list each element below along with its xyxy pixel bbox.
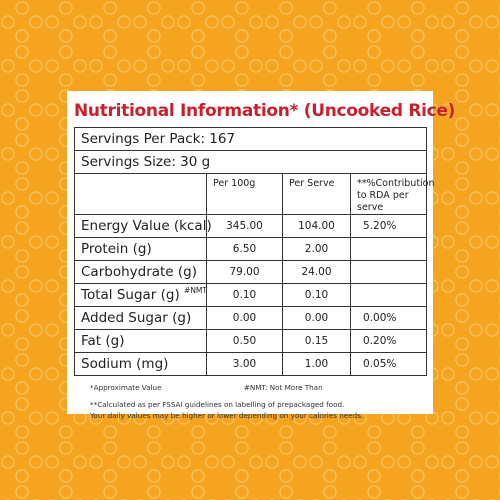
value-rda: 0.05% <box>349 352 428 376</box>
table-row: Fat (g) 0.50 0.15 0.20% <box>74 329 428 353</box>
value-rda <box>349 283 428 307</box>
value-per-serve: 0.00 <box>282 306 351 330</box>
value-per-serve: 24.00 <box>282 260 351 284</box>
value-per-100g: 0.00 <box>206 306 283 330</box>
nutrient-label-cell: Total Sugar (g) #NMT <box>74 283 207 307</box>
panel-title: Nutritional Information* (Uncooked Rice) <box>74 101 456 121</box>
nutrient-label: Carbohydrate (g) <box>74 260 207 284</box>
column-header-rda: **%Contribution to RDA per serve <box>349 173 435 215</box>
nutrient-label: Fat (g) <box>74 329 207 353</box>
value-rda: 5.20% <box>349 214 428 238</box>
note-nmt: #NMT: Not More Than <box>243 383 323 392</box>
column-header-per-100g: Per 100g <box>206 173 283 215</box>
table-row: Protein (g) 6.50 2.00 <box>74 237 428 261</box>
value-per-serve: 0.10 <box>282 283 351 307</box>
value-per-100g: 3.00 <box>206 352 283 376</box>
nutrient-label: Added Sugar (g) <box>74 306 207 330</box>
table-row: Sodium (mg) 3.00 1.00 0.05% <box>74 352 428 376</box>
value-per-serve: 1.00 <box>282 352 351 376</box>
table-row: Carbohydrate (g) 79.00 24.00 <box>74 260 428 284</box>
note-daily-values: Your daily values may be higher or lower… <box>90 411 364 420</box>
value-per-serve: 104.00 <box>282 214 351 238</box>
table-row: Added Sugar (g) 0.00 0.00 0.00% <box>74 306 428 330</box>
value-per-100g: 345.00 <box>206 214 283 238</box>
value-per-100g: 79.00 <box>206 260 283 284</box>
table-row: Energy Value (kcal) 345.00 104.00 5.20% <box>74 214 428 238</box>
nutrient-label: Energy Value (kcal) <box>74 214 212 238</box>
column-header-per-serve: Per Serve <box>282 173 351 215</box>
nutrition-panel: Nutritional Information* (Uncooked Rice)… <box>67 91 456 420</box>
value-rda: 0.20% <box>349 329 428 353</box>
value-rda <box>349 237 428 261</box>
footnotes: *Approximate Value #NMT: Not More Than *… <box>74 376 426 421</box>
servings-per-pack: Servings Per Pack: 167 <box>73 127 428 151</box>
nmt-marker: #NMT <box>184 286 207 295</box>
value-per-100g: 0.50 <box>206 329 283 353</box>
note-calculated: **Calculated as per FSSAI guidelines on … <box>90 400 345 409</box>
serving-size: Servings Size: 30 g <box>73 150 428 174</box>
value-per-100g: 6.50 <box>206 237 283 261</box>
column-header-nutrient <box>74 173 207 215</box>
value-per-100g: 0.10 <box>206 283 283 307</box>
value-rda <box>349 260 428 284</box>
nutrient-label: Sodium (mg) <box>74 352 207 376</box>
nutrient-label: Protein (g) <box>74 237 207 261</box>
note-approximate: *Approximate Value <box>90 383 162 392</box>
nutrition-table: Servings Per Pack: 167 Servings Size: 30… <box>73 127 435 376</box>
value-per-serve: 2.00 <box>282 237 351 261</box>
nutrient-label: Total Sugar (g) <box>81 287 180 303</box>
table-row: Total Sugar (g) #NMT 0.10 0.10 <box>74 283 428 307</box>
value-per-serve: 0.15 <box>282 329 351 353</box>
value-rda: 0.00% <box>349 306 428 330</box>
